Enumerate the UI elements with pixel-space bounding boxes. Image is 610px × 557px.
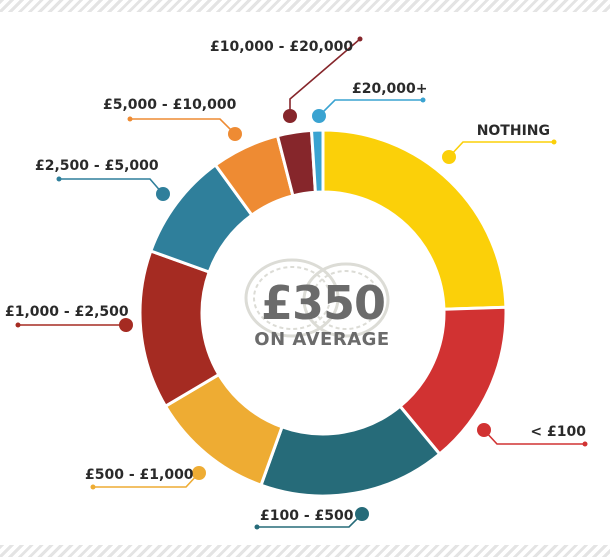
center-subtitle: ON AVERAGE	[254, 329, 389, 350]
callout-0: NOTHING	[442, 123, 557, 164]
callout-end-dot-0	[551, 139, 557, 145]
slice-label-0: NOTHING	[477, 123, 550, 139]
callout-end-dot-2	[254, 524, 260, 530]
callout-line-0	[448, 141, 554, 158]
callout-end-dot-8	[420, 97, 426, 103]
callout-6: £5,000 - £10,000	[103, 97, 242, 141]
callout-1: < £100	[477, 423, 588, 447]
donut-slice-2	[259, 404, 442, 498]
donut-slices	[138, 128, 508, 498]
slice-callouts: NOTHING < £100 £100 - £500 £500 - £1,000 £1,…	[5, 36, 588, 530]
callout-8: £20,000+	[312, 81, 428, 123]
callout-2: £100 - £500	[254, 507, 369, 530]
decorative-stripe-top	[0, 0, 610, 12]
callout-dot-1	[477, 423, 491, 437]
callout-end-dot-6	[127, 116, 133, 122]
slice-label-4: £1,000 - £2,500	[5, 304, 129, 320]
callout-end-dot-1	[582, 441, 588, 447]
callout-dot-6	[228, 127, 242, 141]
callout-dot-5	[156, 187, 170, 201]
donut-slice-8	[309, 128, 325, 194]
callout-end-dot-7	[357, 36, 363, 42]
callout-3: £500 - £1,000	[85, 466, 206, 490]
callout-4: £1,000 - £2,500	[5, 304, 133, 332]
callout-line-8	[318, 99, 423, 117]
slice-label-2: £100 - £500	[260, 508, 354, 524]
callout-dot-0	[442, 150, 456, 164]
callout-dot-8	[312, 109, 326, 123]
center-value: £350	[261, 276, 385, 330]
callout-dot-7	[283, 109, 297, 123]
callout-dot-2	[355, 507, 369, 521]
callout-end-dot-5	[56, 176, 62, 182]
slice-label-3: £500 - £1,000	[85, 467, 194, 483]
callout-line-5	[59, 178, 164, 195]
slice-label-6: £5,000 - £10,000	[103, 97, 237, 113]
callout-dot-4	[119, 318, 133, 332]
callout-dot-3	[192, 466, 206, 480]
callout-line-6	[130, 118, 236, 135]
decorative-stripe-bottom	[0, 545, 610, 557]
callout-end-dot-3	[90, 484, 96, 490]
slice-label-8: £20,000+	[352, 81, 428, 97]
donut-slice-4	[138, 249, 221, 409]
callout-7: £10,000 - £20,000	[210, 36, 363, 123]
slice-label-7: £10,000 - £20,000	[210, 39, 353, 55]
callout-end-dot-4	[15, 322, 21, 328]
slice-label-1: < £100	[530, 424, 586, 440]
callout-5: £2,500 - £5,000	[35, 158, 170, 201]
coin-watermark-icon	[244, 258, 390, 338]
slice-label-5: £2,500 - £5,000	[35, 158, 159, 174]
